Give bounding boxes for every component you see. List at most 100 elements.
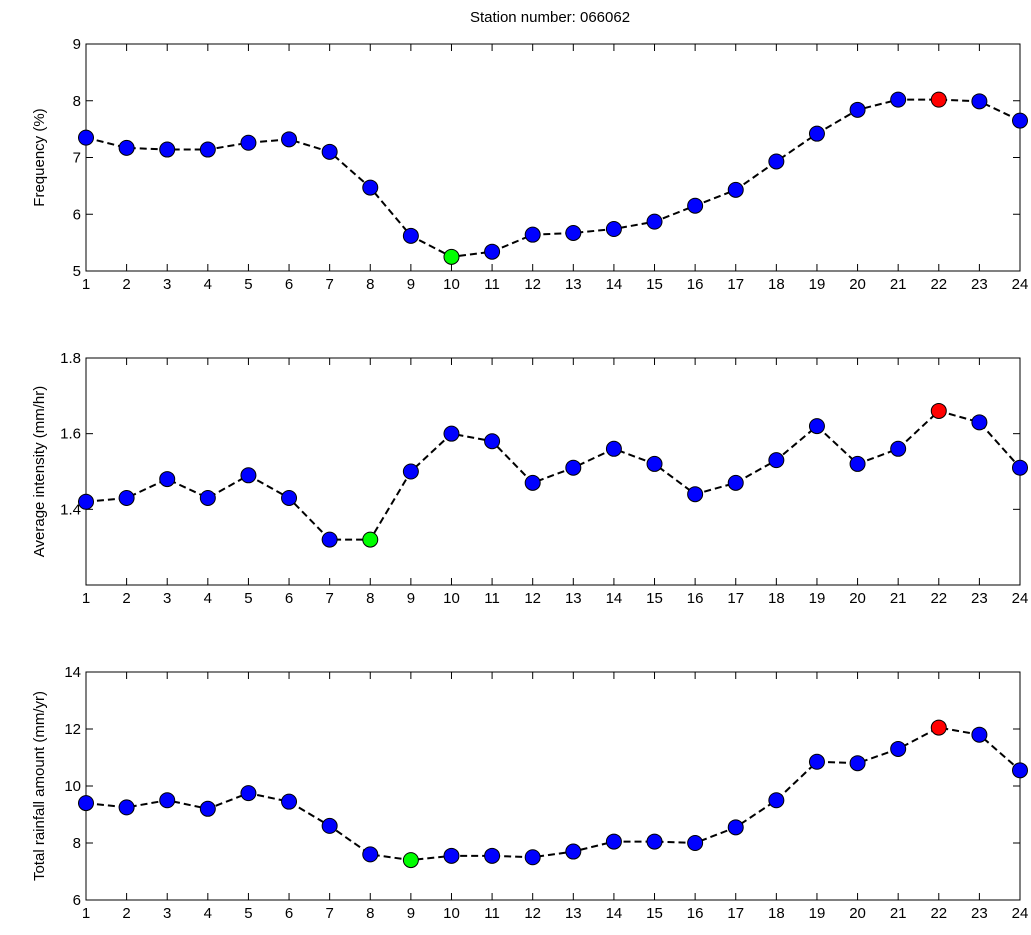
x-tick-label: 14 [606, 905, 623, 922]
x-tick-label: 8 [366, 276, 374, 293]
x-tick-label: 2 [122, 905, 130, 922]
data-point [890, 740, 907, 757]
y-axis-label: Frequency (%) [31, 108, 48, 206]
y-tick-label: 1.4 [60, 501, 81, 518]
x-tick-label: 5 [244, 590, 252, 607]
data-point [808, 418, 825, 435]
data-point [240, 134, 257, 151]
data-point [402, 227, 419, 244]
data-point [118, 139, 135, 156]
y-tick-label: 12 [64, 721, 81, 738]
data-point [890, 440, 907, 457]
data-point [849, 755, 866, 772]
data-point [768, 153, 785, 170]
data-point [78, 795, 94, 812]
data-point [971, 726, 988, 743]
x-tick-label: 24 [1012, 276, 1029, 293]
figure-title: Station number: 066062 [470, 9, 630, 26]
x-tick-label: 10 [443, 276, 460, 293]
y-tick-label: 14 [64, 664, 81, 681]
data-point [402, 463, 419, 480]
x-tick-label: 16 [687, 905, 704, 922]
x-tick-label: 8 [366, 905, 374, 922]
x-tick-label: 21 [890, 276, 907, 293]
data-point [199, 489, 216, 506]
x-tick-label: 6 [285, 276, 293, 293]
data-point [484, 243, 501, 260]
x-tick-label: 13 [565, 905, 582, 922]
data-point [321, 531, 338, 548]
data-point [281, 131, 298, 148]
data-point [971, 93, 988, 110]
data-point [808, 125, 825, 142]
x-tick-label: 1 [82, 590, 90, 607]
data-point [524, 474, 541, 491]
x-tick-label: 20 [849, 276, 866, 293]
y-axis-label: Average intensity (mm/hr) [31, 386, 48, 557]
data-point [605, 440, 622, 457]
x-tick-label: 9 [407, 590, 415, 607]
y-tick-label: 5 [73, 263, 81, 280]
y-tick-label: 6 [73, 206, 81, 223]
data-point [159, 792, 176, 809]
x-tick-label: 18 [768, 905, 785, 922]
x-tick-label: 2 [122, 590, 130, 607]
x-tick-label: 12 [524, 905, 541, 922]
data-point [565, 843, 582, 860]
x-tick-label: 6 [285, 905, 293, 922]
data-point [849, 101, 866, 118]
data-point [78, 493, 94, 510]
x-tick-label: 7 [325, 905, 333, 922]
chart-panel-1: 1 2 3 4 5 6 7 8 9 10 11 12 13 14 15 16 17 18 19 20 21 22 23 245… [31, 36, 1028, 293]
data-point [687, 835, 704, 851]
data-point [605, 833, 622, 850]
data-point [565, 459, 582, 476]
x-tick-label: 16 [687, 276, 704, 293]
data-point [524, 849, 541, 866]
x-tick-label: 17 [727, 905, 744, 922]
y-tick-label: 7 [73, 150, 81, 167]
chart-panel-2: 1 2 3 4 5 6 7 8 9 10 11 12 13 14 15 16 17 18 19 20 21 22 23 241… [31, 350, 1028, 607]
y-tick-label: 1.6 [60, 426, 81, 443]
data-point [118, 799, 135, 816]
data-point [281, 489, 298, 506]
data-point [727, 181, 744, 198]
x-tick-label: 8 [366, 590, 374, 607]
x-tick-label: 7 [325, 590, 333, 607]
data-point [687, 197, 704, 214]
x-tick-label: 23 [971, 590, 988, 607]
x-tick-label: 1 [82, 276, 90, 293]
chart-panel-3: 1 2 3 4 5 6 7 8 9 10 11 12 13 14 15 16 17 18 19 20 21 22 23 246… [31, 664, 1028, 922]
data-point [605, 221, 622, 238]
x-tick-label: 20 [849, 590, 866, 607]
data-point-min [362, 531, 379, 548]
x-tick-label: 11 [484, 905, 500, 922]
x-tick-label: 5 [244, 905, 252, 922]
x-tick-label: 5 [244, 276, 252, 293]
x-tick-label: 19 [809, 590, 826, 607]
data-point [362, 179, 379, 196]
data-point [484, 433, 501, 450]
x-tick-label: 21 [890, 905, 907, 922]
y-tick-label: 9 [73, 36, 81, 53]
data-point [1012, 762, 1028, 779]
data-point [484, 847, 501, 864]
x-tick-label: 15 [646, 905, 663, 922]
x-tick-label: 19 [809, 276, 826, 293]
x-tick-label: 14 [606, 276, 623, 293]
y-tick-label: 8 [73, 93, 81, 110]
x-tick-label: 23 [971, 276, 988, 293]
x-tick-label: 22 [930, 590, 947, 607]
data-point [646, 213, 663, 230]
data-point [524, 226, 541, 243]
data-point [646, 833, 663, 850]
data-point-min [443, 248, 460, 265]
x-tick-label: 14 [606, 590, 623, 607]
x-tick-label: 12 [524, 590, 541, 607]
x-tick-label: 16 [687, 590, 704, 607]
x-tick-label: 9 [407, 905, 415, 922]
x-tick-label: 24 [1012, 590, 1029, 607]
x-tick-label: 6 [285, 590, 293, 607]
